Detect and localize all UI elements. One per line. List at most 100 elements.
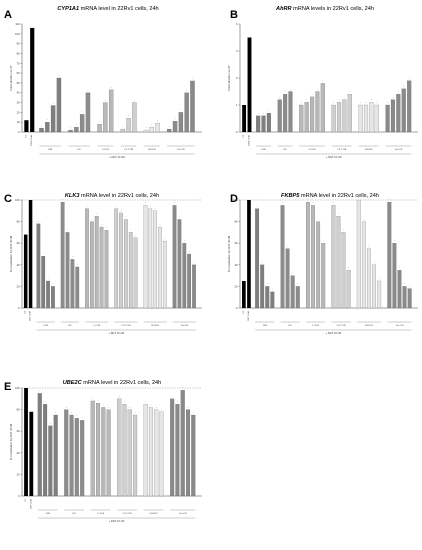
group-label: 2,3,7-TIB (337, 325, 347, 327)
significance-mark: * (379, 279, 380, 281)
bar-1-co3i-2 (103, 102, 108, 133)
significance-mark: * (172, 397, 173, 399)
y-tick-label: 80 (17, 51, 20, 55)
y-tick-label: 2 (236, 76, 238, 80)
control-label: TCDD 10nM (31, 135, 33, 146)
bar-i3-diox-3 (154, 409, 159, 497)
bar-tris-c3i-2 (390, 99, 396, 133)
bar-1-co3i-1 (90, 400, 95, 497)
panel-letter: E (4, 381, 11, 393)
significance-mark: * (122, 127, 123, 129)
bar-2-3-7-tib-2 (336, 216, 341, 309)
y-tick-label: 40 (17, 91, 20, 95)
bar-i3-diox-2 (149, 126, 155, 133)
group-label: I3-DIOX (365, 325, 373, 327)
y-tick-label: 80 (235, 220, 238, 224)
y-tick-label: 60 (17, 429, 20, 433)
bar-i3-diox-1 (356, 199, 361, 309)
significance-mark: * (105, 100, 106, 102)
significance-mark: * (39, 391, 40, 393)
control-label: UT (25, 498, 27, 501)
group-label: 1-CO3I (312, 325, 319, 327)
dht-label: + DHT 10 nM (108, 331, 123, 335)
bar-i3c-4 (75, 266, 80, 309)
significance-mark: * (151, 125, 152, 127)
significance-mark: * (164, 239, 165, 241)
significance-mark: * (177, 402, 178, 404)
bar-tris-c3i-1 (170, 398, 175, 497)
bar-tris-c3i-1 (172, 205, 177, 309)
y-tick-label: 100 (233, 198, 238, 202)
significance-mark: * (193, 413, 194, 415)
bar-dim-1 (255, 208, 260, 309)
bar-tris-c3i-3 (182, 243, 187, 309)
bar-i3c-1 (60, 202, 65, 309)
title-rest: mRNA level in 22Rv1 cells, 24h (79, 6, 159, 12)
bar-i3c-4 (80, 420, 85, 497)
significance-mark: * (301, 103, 302, 105)
significance-mark: * (160, 225, 161, 227)
bar-dim-3 (265, 286, 270, 309)
group-label: I3-DIOX (151, 325, 159, 327)
group-label: DIM (46, 513, 50, 515)
significance-mark: * (161, 410, 162, 412)
y-tick-label: 110 (15, 22, 20, 26)
bar-2-3-7-tib-1 (331, 205, 336, 309)
significance-mark: * (103, 405, 104, 407)
significance-mark: * (88, 91, 89, 93)
group-label: Tris-C3I (177, 148, 185, 151)
group-label: I3-DIOX (148, 149, 156, 151)
significance-mark: * (267, 284, 268, 286)
bar-dim-3 (50, 105, 56, 133)
bar-i3c-3 (74, 418, 79, 497)
significance-mark: * (398, 92, 399, 94)
title-rest: mRNA level in 22Rv1 cells, 24h (82, 380, 162, 386)
bar-1-co3i-2 (311, 205, 315, 309)
bar-1-co3i-3 (310, 96, 315, 133)
significance-mark: * (387, 103, 388, 105)
control-label: DHT 10nM (30, 499, 32, 509)
dht-label: + DHT 10 nM (109, 519, 124, 523)
panel-letter: A (4, 9, 12, 21)
bar-dim-1 (39, 127, 44, 133)
bar-tris-c3i-2 (175, 404, 180, 497)
significance-mark: * (285, 92, 286, 94)
y-tick-label: 30 (17, 101, 20, 105)
control-label: TCDD 10nM (248, 135, 250, 146)
significance-mark: * (91, 219, 92, 221)
bar-i3-diox-2 (363, 104, 369, 133)
bar-i3-diox-4 (158, 226, 162, 309)
bar-1-co3i-1 (85, 208, 89, 309)
significance-mark: * (339, 100, 340, 102)
group-label: DIM (48, 149, 52, 151)
bar-tris-c3i-2 (392, 243, 397, 309)
y-tick-label: 0 (18, 306, 20, 310)
dht-label: + DHT 10 nM (326, 331, 341, 335)
bar-1-co3i-4 (315, 91, 320, 133)
y-axis-label: % of activation by DHT 10nM (227, 235, 231, 272)
bar-i3-diox-4 (372, 264, 376, 309)
bar-i3-diox-1 (358, 104, 363, 133)
bar-i3-diox-3 (367, 248, 371, 309)
bar-dim-4 (51, 286, 55, 309)
bar-tris-c3i-4 (186, 409, 191, 497)
bar-tris-c3i-1 (387, 202, 392, 309)
y-axis-label: Fold induction vs UT (9, 65, 13, 91)
group-label: Tris-C3I (396, 324, 404, 327)
significance-mark: * (155, 209, 156, 211)
bar-i3c-3 (288, 91, 293, 133)
y-tick-label: 90 (17, 42, 20, 46)
y-tick-label: 100 (15, 386, 20, 390)
bar-2-3-7-tib-2 (126, 118, 131, 133)
group-label: I3-DIOX (365, 149, 373, 151)
significance-mark: * (121, 211, 122, 213)
bar-control-1 (24, 120, 29, 132)
control-label: UT (25, 134, 27, 137)
significance-mark: * (151, 405, 152, 407)
group-label: DIM (262, 149, 266, 151)
bar-control-1 (242, 281, 246, 308)
bar-dim-2 (260, 264, 265, 309)
significance-mark: * (403, 87, 404, 89)
y-tick-label: 20 (17, 110, 20, 114)
